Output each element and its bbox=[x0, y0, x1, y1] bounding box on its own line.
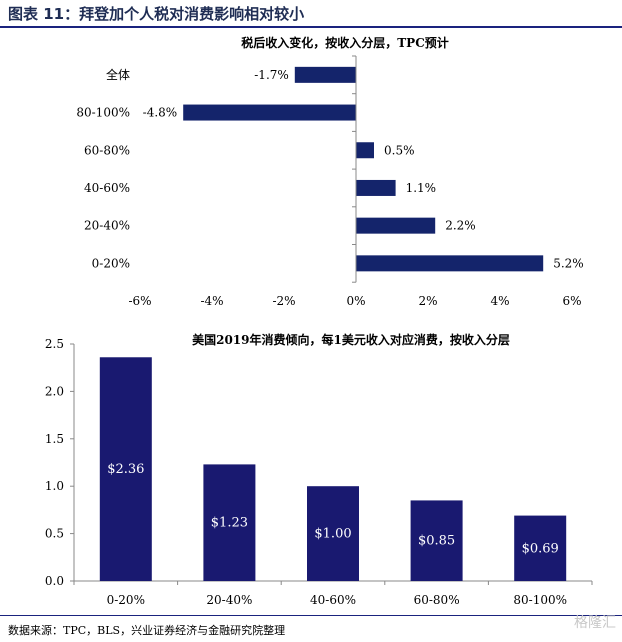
category-label: 0-20% bbox=[107, 593, 145, 607]
y-tick-label: 0.5 bbox=[45, 527, 64, 541]
category-label: 80-100% bbox=[513, 593, 567, 607]
bar-0-20% bbox=[99, 357, 152, 581]
data-label: $0.69 bbox=[522, 541, 559, 556]
data-label: $1.23 bbox=[211, 516, 248, 531]
y-tick-label: 1.5 bbox=[45, 432, 64, 446]
x-tick-label: 2% bbox=[418, 294, 437, 308]
y-tick-label: 2.0 bbox=[45, 384, 64, 398]
x-tick-label: -4% bbox=[200, 294, 223, 308]
bar-20-40% bbox=[203, 464, 256, 581]
data-label: 0.5% bbox=[384, 143, 415, 157]
bar-20-40% bbox=[356, 217, 436, 234]
y-tick-label: 0.0 bbox=[45, 574, 64, 588]
x-tick-label: -2% bbox=[272, 294, 295, 308]
category-label: 全体 bbox=[106, 67, 130, 82]
category-label: 20-40% bbox=[84, 219, 130, 233]
bar-40-60% bbox=[356, 179, 396, 196]
data-label: $1.00 bbox=[314, 527, 351, 542]
category-label: 80-100% bbox=[76, 106, 130, 120]
bar-80-100% bbox=[183, 104, 356, 121]
data-label: 2.2% bbox=[445, 219, 476, 233]
bar-60-80% bbox=[410, 500, 463, 581]
category-label: 40-60% bbox=[310, 593, 356, 607]
category-label: 60-80% bbox=[84, 143, 130, 157]
x-tick-label: 6% bbox=[562, 294, 581, 308]
figure-title: 图表 11：拜登加个人税对消费影响相对较小 bbox=[8, 5, 305, 23]
bar-60-80% bbox=[356, 142, 374, 159]
data-label: $0.85 bbox=[418, 534, 455, 549]
category-label: 60-80% bbox=[414, 593, 460, 607]
data-label: 1.1% bbox=[406, 181, 437, 195]
category-label: 20-40% bbox=[206, 593, 252, 607]
data-label: -4.8% bbox=[143, 106, 178, 120]
chart2-title: 美国2019年消费倾向，每1美元收入对应消费，按收入分层 bbox=[192, 332, 510, 347]
source-note: 数据来源：TPC，BLS，兴业证券经济与金融研究院整理 bbox=[8, 624, 286, 637]
data-label: $2.36 bbox=[107, 462, 144, 477]
category-label: 40-60% bbox=[84, 181, 130, 195]
bar-40-60% bbox=[307, 486, 359, 581]
y-tick-label: 2.5 bbox=[45, 337, 64, 351]
x-tick-label: 4% bbox=[490, 294, 509, 308]
source-rule bbox=[0, 615, 622, 616]
y-tick-label: 1.0 bbox=[45, 479, 64, 493]
x-tick-label: -6% bbox=[128, 294, 151, 308]
bar-80-100% bbox=[514, 515, 567, 581]
bar-全体 bbox=[294, 66, 356, 83]
x-tick-label: 0% bbox=[346, 294, 365, 308]
chart1-title: 税后收入变化，按收入分层，TPC预计 bbox=[241, 35, 449, 50]
bar-0-20% bbox=[356, 255, 544, 272]
data-label: 5.2% bbox=[553, 256, 584, 270]
watermark: 格隆汇 bbox=[574, 615, 616, 631]
category-label: 0-20% bbox=[92, 256, 130, 270]
title-rule bbox=[0, 26, 622, 28]
data-label: -1.7% bbox=[254, 68, 289, 82]
